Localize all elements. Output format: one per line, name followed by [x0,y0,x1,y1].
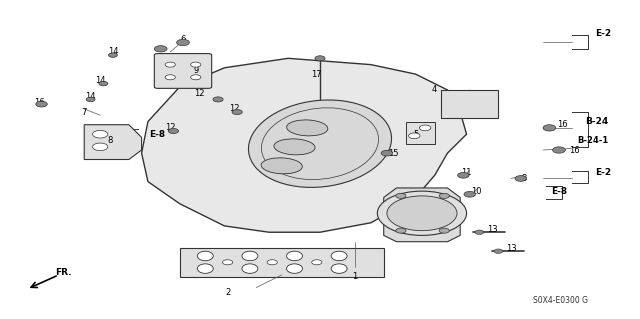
Text: 15: 15 [388,149,399,158]
Text: 9: 9 [193,66,198,76]
Text: 8: 8 [107,136,113,145]
Circle shape [312,260,322,265]
Circle shape [36,101,47,107]
Circle shape [154,46,167,52]
Ellipse shape [197,251,213,261]
Circle shape [396,228,406,233]
PathPatch shape [384,188,460,242]
Ellipse shape [331,251,347,261]
Circle shape [168,129,179,134]
Circle shape [515,176,527,181]
Circle shape [191,75,201,80]
Ellipse shape [314,130,351,144]
Circle shape [543,125,556,131]
PathPatch shape [441,90,499,118]
Circle shape [213,97,223,102]
Circle shape [93,143,108,151]
PathPatch shape [180,248,384,277]
Ellipse shape [287,120,328,136]
Ellipse shape [331,264,347,273]
Circle shape [378,191,467,235]
Text: 14: 14 [95,76,106,85]
Text: FR.: FR. [56,268,72,277]
Circle shape [232,109,243,115]
Circle shape [552,147,565,153]
Text: 12: 12 [194,89,204,98]
Circle shape [396,193,406,198]
Circle shape [191,62,201,67]
Text: 7: 7 [81,108,87,116]
Circle shape [99,81,108,86]
Circle shape [458,173,469,178]
Ellipse shape [242,264,258,273]
Ellipse shape [274,139,315,155]
Circle shape [223,260,233,265]
Ellipse shape [287,251,303,261]
Circle shape [165,62,175,67]
Text: S0X4-E0300 G: S0X4-E0300 G [532,296,588,305]
Ellipse shape [250,137,287,151]
Circle shape [439,193,449,198]
Text: B-24-1: B-24-1 [577,136,609,145]
Text: 5: 5 [413,130,418,139]
Circle shape [177,39,189,46]
Text: E-2: E-2 [595,28,612,38]
Text: 1: 1 [353,272,358,281]
Text: 10: 10 [471,187,481,196]
Circle shape [387,196,457,231]
Circle shape [464,191,476,197]
Circle shape [93,130,108,138]
Circle shape [108,53,117,57]
Text: 13: 13 [487,225,497,234]
Circle shape [86,97,95,102]
Circle shape [408,133,420,139]
PathPatch shape [406,122,435,144]
Ellipse shape [248,100,392,187]
Text: 12: 12 [165,123,175,132]
Text: 14: 14 [85,92,96,101]
Circle shape [315,56,325,61]
Ellipse shape [197,264,213,273]
Circle shape [165,75,175,80]
Ellipse shape [287,264,303,273]
Text: 13: 13 [506,243,516,253]
Text: 2: 2 [225,288,230,297]
Text: 14: 14 [108,48,118,56]
Circle shape [494,249,503,253]
Text: E-2: E-2 [595,168,612,177]
Text: 16: 16 [35,98,45,107]
Text: B-24: B-24 [586,117,609,126]
Text: 16: 16 [570,145,580,154]
PathPatch shape [84,125,141,160]
Text: 3: 3 [521,174,527,183]
FancyBboxPatch shape [154,54,212,88]
Text: 12: 12 [228,104,239,113]
Text: 4: 4 [432,85,437,94]
Text: E-8: E-8 [150,130,166,139]
Circle shape [475,230,484,234]
Ellipse shape [242,251,258,261]
Text: 6: 6 [180,35,186,44]
Text: 17: 17 [312,70,322,78]
Circle shape [267,260,277,265]
Ellipse shape [282,130,319,144]
Text: E-8: E-8 [551,187,567,196]
Circle shape [419,125,431,131]
Ellipse shape [261,158,302,174]
PathPatch shape [141,58,467,232]
Circle shape [439,228,449,233]
Circle shape [381,150,393,156]
Text: 16: 16 [557,120,568,129]
Text: 11: 11 [461,168,472,177]
